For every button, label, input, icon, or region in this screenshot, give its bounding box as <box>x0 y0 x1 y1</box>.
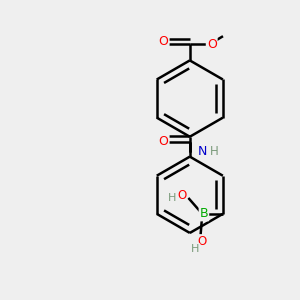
Text: O: O <box>158 35 168 48</box>
Text: O: O <box>207 38 217 51</box>
Text: H: H <box>168 193 177 203</box>
Text: O: O <box>158 135 168 148</box>
Text: B: B <box>200 207 208 220</box>
Text: H: H <box>191 244 200 254</box>
Text: O: O <box>177 190 186 202</box>
Text: H: H <box>210 145 218 158</box>
Text: N: N <box>198 145 207 158</box>
Text: O: O <box>198 235 207 248</box>
